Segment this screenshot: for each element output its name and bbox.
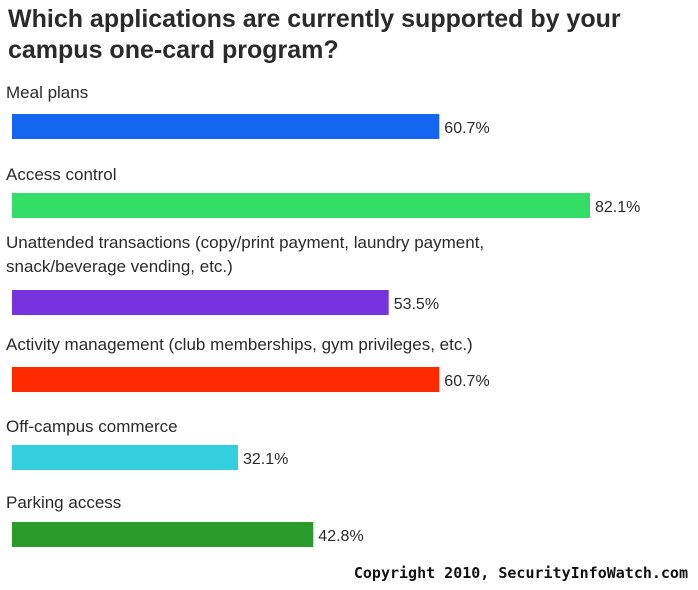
- value-label: 60.7%: [444, 373, 489, 390]
- category-label: snack/beverage vending, etc.): [6, 257, 233, 276]
- category-label: Parking access: [6, 493, 121, 512]
- bar-chart: Meal plans 60.7% Access control 82.1% Unatte…: [6, 83, 640, 547]
- category-label: Off-campus commerce: [6, 417, 178, 436]
- category-label: Unattended transactions (copy/print paym…: [6, 233, 484, 252]
- value-label: 53.5%: [394, 296, 439, 313]
- value-label: 82.1%: [595, 199, 640, 216]
- value-label: 32.1%: [243, 451, 288, 468]
- value-label: 60.7%: [444, 120, 489, 137]
- bar: [12, 193, 590, 218]
- bar: [12, 522, 314, 547]
- category-label: Access control: [6, 165, 117, 184]
- bar: [12, 445, 238, 470]
- bar: [12, 290, 389, 315]
- copyright-notice: Copyright 2010, SecurityInfoWatch.com: [353, 564, 688, 582]
- bar: [12, 367, 440, 392]
- bar: [12, 114, 440, 139]
- category-label: Activity management (club memberships, g…: [6, 335, 473, 354]
- category-label: Meal plans: [6, 83, 88, 102]
- value-label: 42.8%: [318, 528, 363, 545]
- chart-title: Which applications are currently support…: [8, 5, 621, 64]
